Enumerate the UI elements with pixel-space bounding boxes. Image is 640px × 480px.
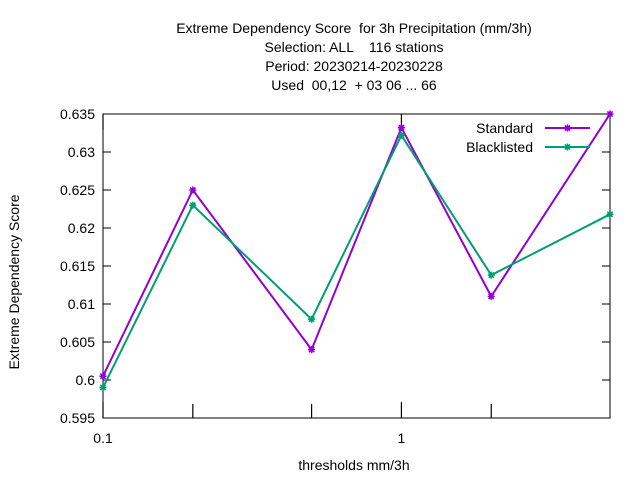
y-tick-label: 0.605 (60, 334, 95, 350)
title-line: Period: 20230214-20230228 (265, 58, 443, 74)
point-dot (565, 145, 570, 149)
point-dot (399, 133, 404, 138)
series-standard (99, 110, 614, 380)
data-point (606, 210, 614, 218)
series-blacklisted (99, 131, 614, 392)
point-dot (190, 188, 195, 192)
point-dot (399, 125, 404, 130)
title-line: Used 00,12 + 03 06 ... 66 (271, 77, 437, 93)
data-point (189, 201, 197, 209)
y-axis-label: Extreme Dependency Score (6, 194, 22, 369)
title-line: Extreme Dependency Score for 3h Precipit… (176, 20, 532, 36)
y-tick-label: 0.61 (68, 296, 95, 312)
x-tick-label: 0.1 (93, 430, 113, 446)
legend-marker (564, 124, 571, 132)
series-line (102, 133, 611, 389)
y-tick-label: 0.635 (60, 106, 95, 122)
point-dot (309, 347, 314, 352)
point-dot (565, 126, 570, 130)
data-point (308, 346, 316, 354)
point-dot (608, 112, 612, 116)
data-point (189, 186, 197, 194)
y-tick-label: 0.615 (60, 258, 95, 274)
legend: Standard Blacklisted (466, 120, 590, 155)
y-tick-label: 0.62 (68, 220, 95, 236)
legend-label: Blacklisted (466, 139, 533, 155)
point-dot (190, 203, 195, 208)
chart-title: Extreme Dependency Score for 3h Precipit… (176, 20, 532, 93)
y-tick-label: 0.6 (76, 372, 96, 388)
x-axis-label: thresholds mm/3h (298, 457, 409, 473)
data-point (397, 124, 405, 132)
y-tick-label: 0.625 (60, 182, 95, 198)
y-tick-label: 0.63 (68, 144, 95, 160)
plot-border (102, 113, 611, 419)
point-dot (101, 374, 105, 379)
x-tick-label: 1 (398, 430, 406, 446)
data-point (487, 271, 495, 279)
y-tick-label: 0.595 (60, 410, 95, 426)
point-dot (608, 212, 612, 217)
plot-area: 0.595 0.6 0.605 0.61 0.615 0.62 0.625 0.63 0.635… (60, 106, 614, 446)
legend-label: Standard (476, 120, 533, 136)
legend-marker (564, 143, 571, 151)
data-point (397, 131, 405, 139)
point-dot (309, 317, 314, 322)
data-point (99, 384, 107, 392)
point-dot (489, 294, 494, 299)
title-line: Selection: ALL 116 stations (264, 39, 443, 55)
series-line (102, 113, 611, 377)
point-dot (101, 385, 105, 390)
data-point (308, 315, 316, 323)
data-point (99, 372, 107, 380)
data-point (606, 110, 614, 118)
data-point (487, 292, 495, 300)
point-dot (489, 273, 494, 278)
